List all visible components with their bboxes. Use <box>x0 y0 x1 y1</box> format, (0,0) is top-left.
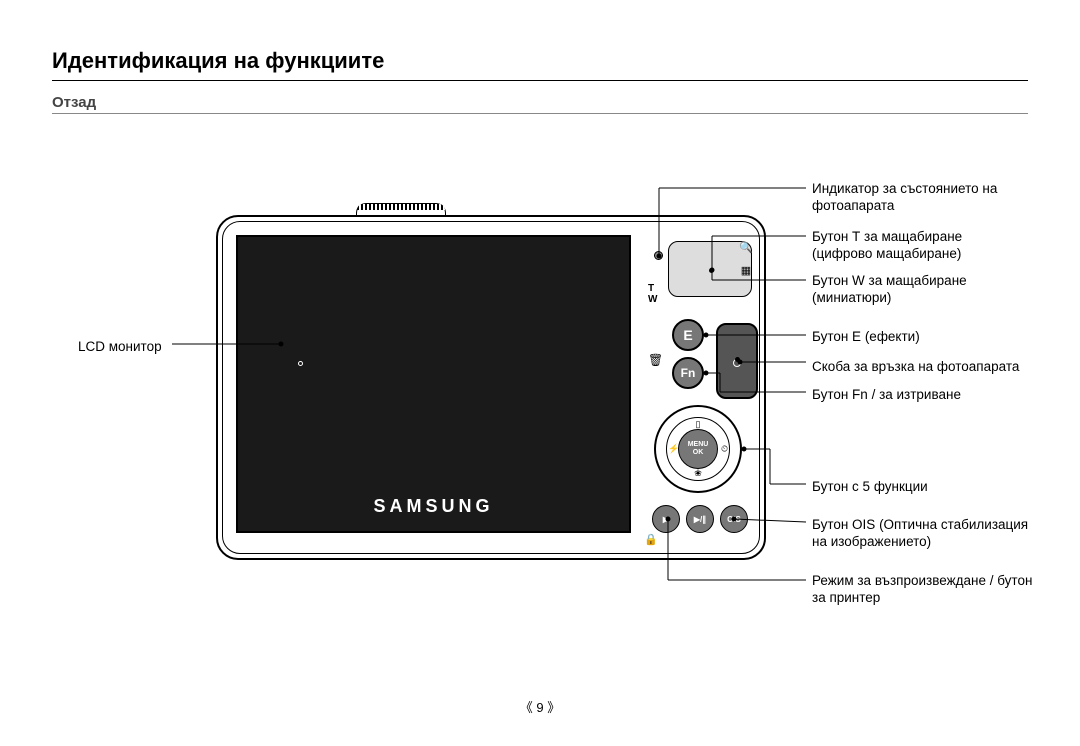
ok-label: OK <box>693 449 704 457</box>
menu-ok-button: MENU OK <box>678 429 718 469</box>
bottom-buttons: ▶ ▶/∥ OIS <box>652 505 748 533</box>
menu-label: MENU <box>688 441 709 449</box>
ois-button: OIS <box>720 505 748 533</box>
tw-label: T W <box>648 283 657 305</box>
thumbnail-icon: ▦ <box>741 264 751 277</box>
five-way-button: MENU OK ▯ ❀ ⚡ ⏲ <box>654 405 742 493</box>
play-button: ▶ <box>652 505 680 533</box>
label-play: Режим за възпроизвеждане / бутон за прин… <box>812 572 1042 606</box>
label-zoom-t: Бутон Т за мащабиране (цифрово мащабиран… <box>812 228 1012 262</box>
label-fn: Бутон Fn / за изтриване <box>812 386 961 403</box>
label-five: Бутон с 5 функции <box>812 478 928 495</box>
shutter-dial <box>356 203 446 215</box>
subtitle: Отзад <box>52 94 96 111</box>
dpad-down-icon: ❀ <box>694 468 702 479</box>
timer-icon: 🗑 <box>648 353 663 367</box>
camera-diagram: SAMSUNG 🔍 ▦ T W E 🗑 Fn MENU OK ▯ ❀ ⚡ ⏲ ▶… <box>216 215 766 560</box>
label-lcd: LCD монитор <box>78 338 162 355</box>
subtitle-rule <box>52 113 1028 114</box>
strap-leader-dot <box>735 357 740 362</box>
dpad-left-icon: ⚡ <box>668 444 679 455</box>
dpad-up-icon: ▯ <box>696 419 701 430</box>
title-rule <box>52 80 1028 81</box>
label-strap: Скоба за връзка на фотоапарата <box>812 358 1019 375</box>
label-zoom-w: Бутон W за мащабиране (миниатюри) <box>812 272 1012 306</box>
lcd-leader-dot <box>298 361 303 366</box>
status-led <box>654 251 663 260</box>
zoom-panel-dot <box>709 268 714 273</box>
magnify-in-icon: 🔍 <box>739 241 753 254</box>
page-number-value: 9 <box>536 700 543 715</box>
label-ois: Бутон OIS (Оптична стабилизация на изобр… <box>812 516 1032 550</box>
label-e: Бутон Е (ефекти) <box>812 328 920 345</box>
brand-logo: SAMSUNG <box>373 496 493 517</box>
lcd-screen: SAMSUNG <box>236 235 631 533</box>
dpad-right-icon: ⏲ <box>721 444 728 455</box>
fn-button: Fn <box>672 357 704 389</box>
effects-button: E <box>672 319 704 351</box>
lock-icon: 🔒 <box>644 533 658 546</box>
page-number: 《 9 》 <box>520 697 560 716</box>
page-title: Идентификация на функциите <box>52 48 384 74</box>
label-status: Индикатор за състоянието на фотоапарата <box>812 180 1012 214</box>
pause-button: ▶/∥ <box>686 505 714 533</box>
zoom-icons: 🔍 ▦ <box>736 241 756 277</box>
